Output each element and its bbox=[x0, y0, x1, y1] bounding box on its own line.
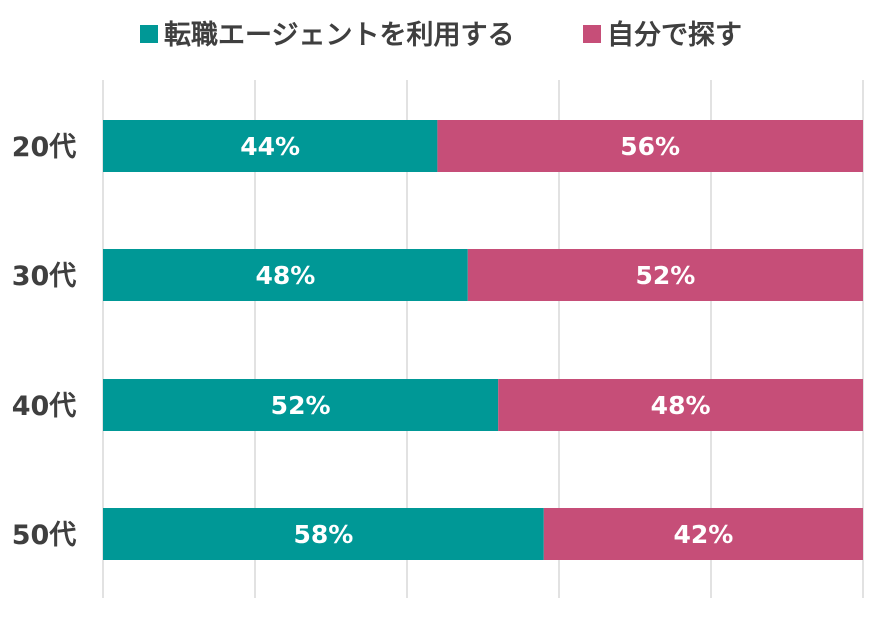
legend-label-2: 自分で探す bbox=[607, 19, 742, 51]
data-label-1-series-1: 44% bbox=[240, 132, 300, 161]
category-labels: 20代 30代 40代 50代 bbox=[12, 132, 77, 551]
data-label-2-series-1: 48% bbox=[255, 261, 315, 290]
data-label-4-series-1: 58% bbox=[293, 520, 353, 549]
bar-2-series-2 bbox=[467, 249, 863, 301]
bar-1-series-1 bbox=[103, 120, 438, 172]
legend: 転職エージェントを利用する 自分で探す bbox=[140, 19, 742, 51]
category-label-2: 30代 bbox=[12, 261, 77, 292]
legend-swatch-2 bbox=[583, 25, 601, 43]
category-label-4: 50代 bbox=[12, 520, 77, 551]
bar-4-series-1 bbox=[103, 508, 544, 560]
bar-1-series-2 bbox=[437, 120, 863, 172]
bar-2-series-1 bbox=[103, 249, 468, 301]
bar-3-series-2 bbox=[498, 379, 863, 431]
data-label-2-series-2: 52% bbox=[635, 261, 695, 290]
bar-3-series-1 bbox=[103, 379, 499, 431]
legend-label-1: 転職エージェントを利用する bbox=[164, 20, 514, 51]
data-label-1-series-2: 56% bbox=[620, 132, 680, 161]
legend-swatch-1 bbox=[140, 25, 158, 43]
data-label-4-series-2: 42% bbox=[673, 520, 733, 549]
category-label-3: 40代 bbox=[12, 391, 77, 422]
data-label-3-series-1: 52% bbox=[271, 391, 331, 420]
category-label-1: 20代 bbox=[12, 132, 77, 163]
bars: 44% 56% 48% 52% 52% 48% 58% 42% bbox=[103, 120, 863, 560]
data-label-3-series-2: 48% bbox=[651, 391, 711, 420]
bar-4-series-2 bbox=[543, 508, 863, 560]
